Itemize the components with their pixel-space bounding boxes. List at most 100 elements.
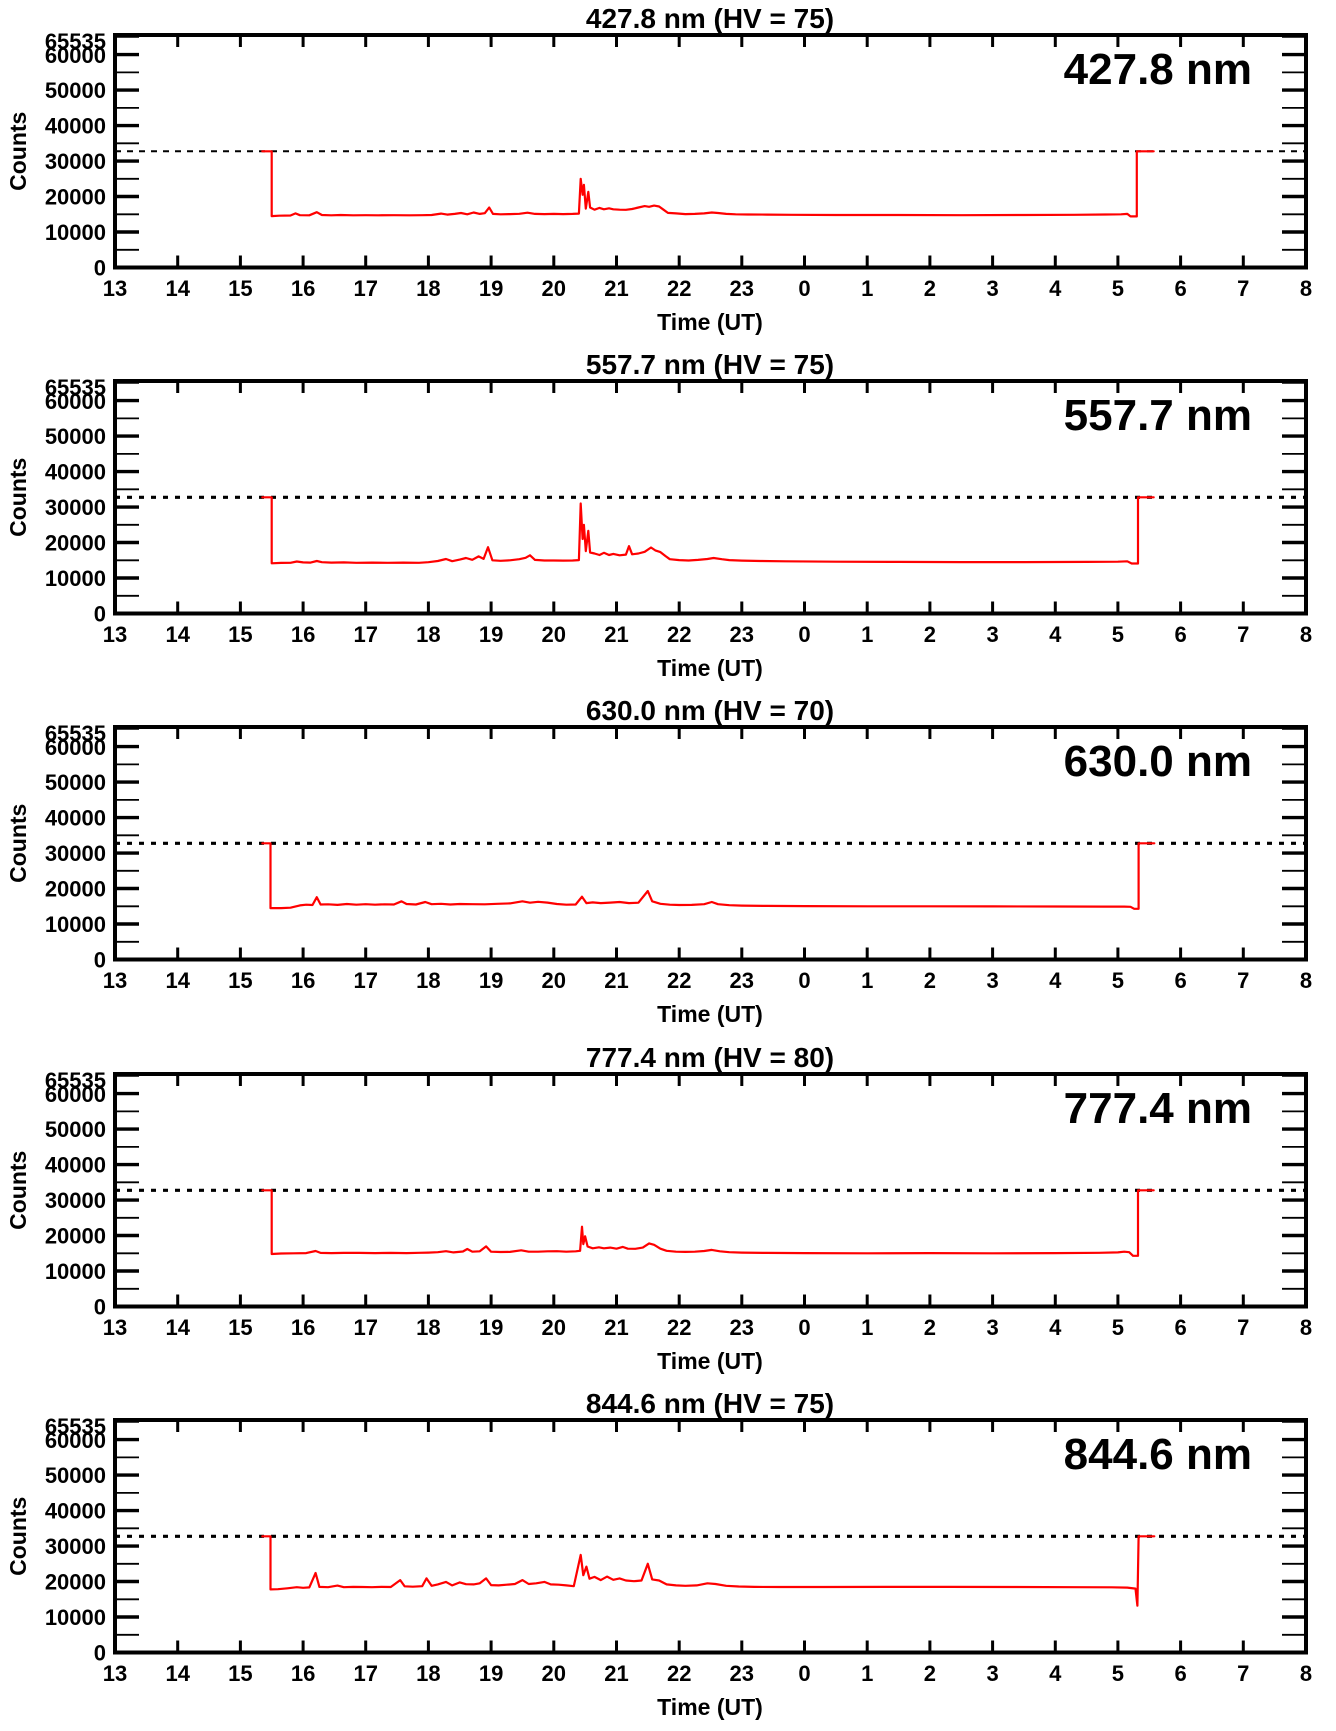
x-tick-label: 23 [730, 622, 754, 647]
chart-panel-777-4-nm: 777.4 nm (HV = 80) 0 10000 20000 30000 40000 5… [5, 1042, 1312, 1374]
y-max-label: 65535 [45, 1414, 106, 1439]
y-max-label: 65535 [45, 375, 106, 400]
wavelength-label: 844.6 nm [1064, 1430, 1252, 1479]
y-axis-title: Counts [5, 1497, 31, 1576]
chart-panel-630-0-nm: 630.0 nm (HV = 70) 0 10000 20000 30000 40000 5… [5, 695, 1312, 1027]
x-tick-label: 20 [542, 1661, 566, 1686]
x-tick-label: 4 [1049, 1315, 1062, 1340]
x-tick-label: 23 [730, 276, 754, 301]
y-tick-label: 40000 [45, 806, 106, 831]
x-tick-label: 15 [228, 968, 252, 993]
y-tick-label: 20000 [45, 185, 106, 210]
x-tick-label: 1 [861, 1315, 873, 1340]
x-tick-label: 2 [924, 968, 936, 993]
x-tick-label: 5 [1112, 276, 1124, 301]
data-line [261, 150, 1155, 218]
x-axis-ticks [176, 1420, 1245, 1653]
x-tick-label: 3 [986, 622, 998, 647]
x-tick-label: 18 [416, 622, 440, 647]
y-tick-label: 60000 [45, 1428, 106, 1453]
x-tick-label: 3 [986, 1315, 998, 1340]
x-tick-label: 23 [730, 1315, 754, 1340]
panel-title: 630.0 nm (HV = 70) [586, 695, 834, 726]
x-tick-label: 3 [986, 276, 998, 301]
x-tick-label: 8 [1300, 1315, 1312, 1340]
y-tick-label: 0 [94, 602, 106, 627]
x-tick-label: 20 [542, 276, 566, 301]
x-tick-label: 8 [1300, 968, 1312, 993]
x-tick-label: 8 [1300, 622, 1312, 647]
y-max-label: 65535 [45, 721, 106, 746]
x-tick-label: 7 [1237, 968, 1249, 993]
x-tick-label: 14 [165, 622, 190, 647]
y-tick-label: 50000 [45, 1117, 106, 1142]
y-axis-major-ticks [115, 1437, 1306, 1619]
x-tick-label: 15 [228, 1661, 252, 1686]
x-tick-label: 8 [1300, 276, 1312, 301]
panel-title: 557.7 nm (HV = 75) [586, 349, 834, 380]
y-tick-label: 10000 [45, 1605, 106, 1630]
x-tick-label: 20 [542, 1315, 566, 1340]
y-axis-title: Counts [5, 458, 31, 537]
x-tick-label: 21 [604, 276, 628, 301]
wavelength-label: 777.4 nm [1064, 1084, 1252, 1133]
x-tick-label: 15 [228, 276, 252, 301]
x-tick-label: 0 [798, 968, 810, 993]
x-tick-label: 6 [1174, 1661, 1186, 1686]
y-axis-major-ticks [115, 744, 1306, 926]
x-tick-label: 7 [1237, 622, 1249, 647]
y-tick-label: 60000 [45, 1082, 106, 1107]
x-tick-label: 20 [542, 622, 566, 647]
x-tick-label: 16 [291, 968, 315, 993]
data-line [261, 1535, 1156, 1607]
x-tick-label: 21 [604, 622, 628, 647]
x-tick-label: 4 [1049, 1661, 1062, 1686]
y-tick-label: 0 [94, 948, 106, 973]
y-tick-label: 30000 [45, 841, 106, 866]
y-axis-major-ticks [115, 52, 1306, 234]
y-tick-label: 60000 [45, 43, 106, 68]
y-tick-label: 10000 [45, 220, 106, 245]
plot-box [113, 379, 1308, 616]
y-tick-label: 60000 [45, 389, 106, 414]
x-tick-labels: 13 14 15 16 17 18 19 20 21 22 23 0 1 2 3 4 5 6 7 8 [103, 968, 1312, 993]
y-tick-label: 40000 [45, 114, 106, 139]
x-tick-label: 19 [479, 1661, 503, 1686]
y-tick-label: 30000 [45, 1188, 106, 1213]
x-tick-label: 18 [416, 1661, 440, 1686]
y-tick-label: 50000 [45, 1463, 106, 1488]
x-axis-title: Time (UT) [657, 1001, 763, 1027]
y-tick-label: 40000 [45, 1499, 106, 1524]
x-tick-label: 17 [353, 1661, 377, 1686]
y-tick-label: 20000 [45, 877, 106, 902]
y-tick-label: 10000 [45, 1259, 106, 1284]
x-tick-label: 7 [1237, 276, 1249, 301]
x-tick-label: 3 [986, 1661, 998, 1686]
x-tick-label: 1 [861, 968, 873, 993]
plot-box [113, 1072, 1308, 1309]
x-axis-ticks [176, 1074, 1245, 1307]
x-tick-label: 2 [924, 276, 936, 301]
y-tick-label: 20000 [45, 1224, 106, 1249]
y-axis-major-ticks [115, 1091, 1306, 1273]
x-tick-labels: 13 14 15 16 17 18 19 20 21 22 23 0 1 2 3 4 5 6 7 8 [103, 1661, 1312, 1686]
y-tick-label: 60000 [45, 735, 106, 760]
x-axis-ticks [176, 381, 1245, 614]
y-tick-label: 20000 [45, 531, 106, 556]
x-tick-label: 4 [1049, 622, 1062, 647]
y-max-label: 65535 [45, 1068, 106, 1093]
y-tick-label: 40000 [45, 460, 106, 485]
x-tick-label: 14 [165, 968, 190, 993]
data-line [261, 842, 1156, 910]
y-tick-label: 0 [94, 1295, 106, 1320]
y-axis-title: Counts [5, 112, 31, 191]
x-tick-label: 5 [1112, 1661, 1124, 1686]
plot-box [113, 725, 1308, 962]
x-tick-label: 17 [353, 276, 377, 301]
x-tick-label: 13 [103, 622, 127, 647]
y-tick-label: 40000 [45, 1153, 106, 1178]
x-tick-label: 15 [228, 1315, 252, 1340]
x-tick-labels: 13 14 15 16 17 18 19 20 21 22 23 0 1 2 3 4 5 6 7 8 [103, 1315, 1312, 1340]
x-tick-label: 18 [416, 276, 440, 301]
